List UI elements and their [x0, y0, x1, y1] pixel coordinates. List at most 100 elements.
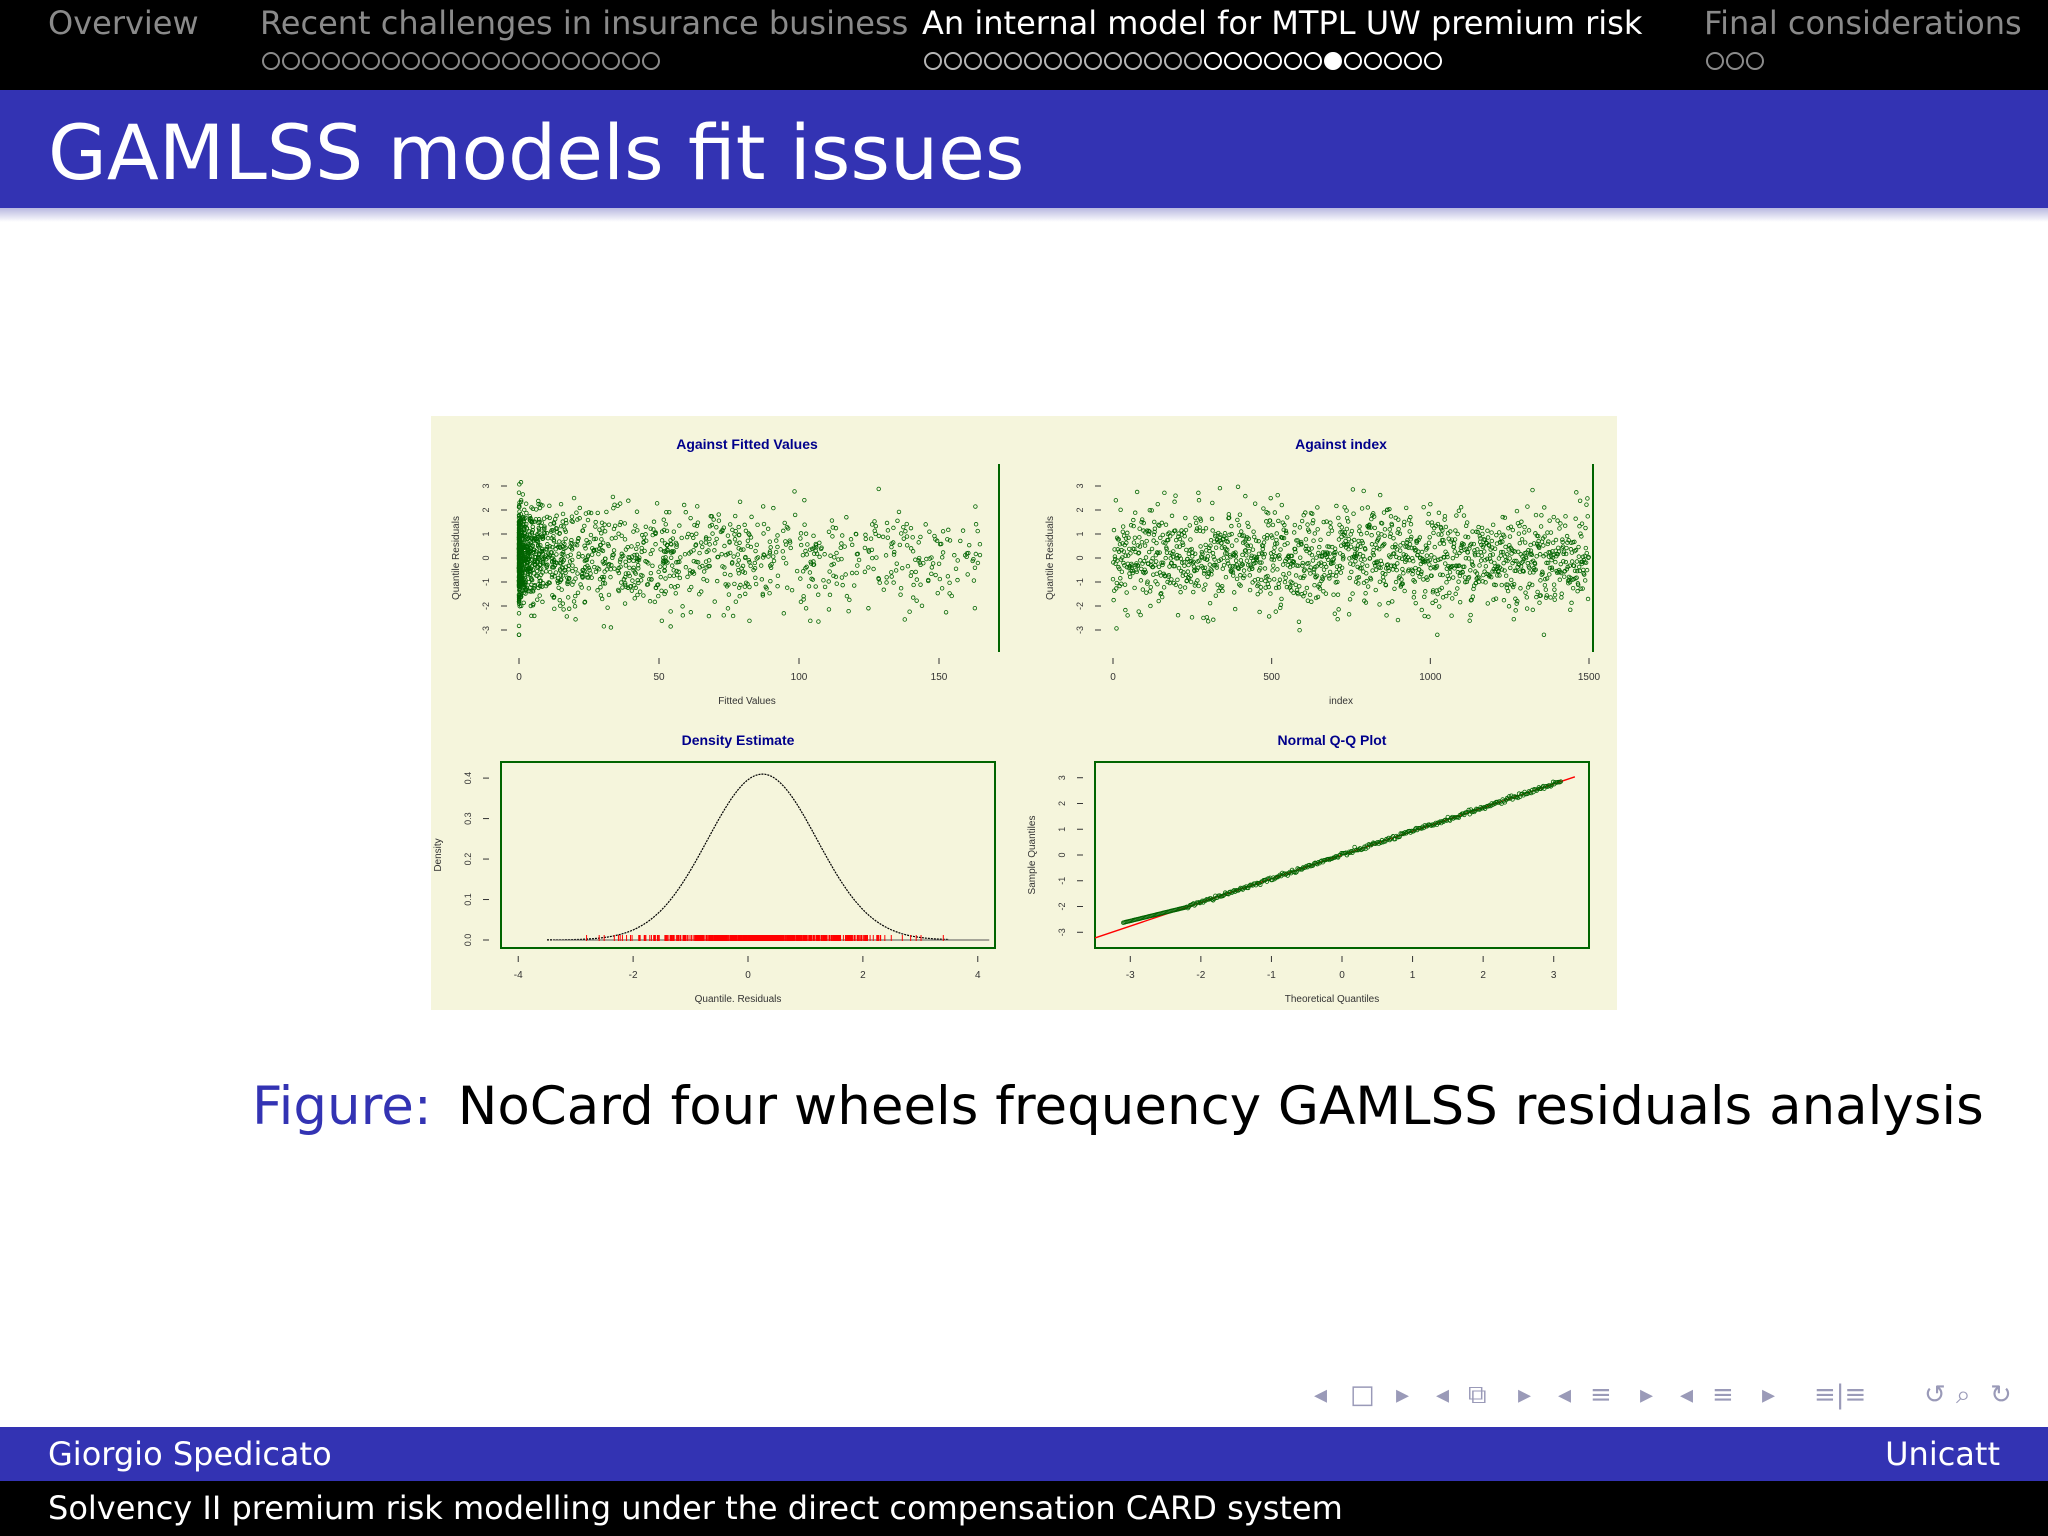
data-point: [548, 522, 553, 527]
data-point: [1533, 567, 1538, 572]
nav-prev-frame-icon[interactable]: ◂: [1436, 1380, 1450, 1410]
nav-slide-dot[interactable]: [342, 52, 360, 70]
data-point: [611, 526, 617, 532]
nav-slide-dot[interactable]: [322, 52, 340, 70]
data-point: [863, 536, 868, 542]
nav-slide-dot[interactable]: [282, 52, 300, 70]
data-point: [1371, 547, 1376, 553]
document-icon[interactable]: ≡|≡: [1814, 1380, 1867, 1410]
nav-section-label[interactable]: Final considerations: [1704, 4, 2022, 42]
data-point: [1262, 551, 1267, 557]
nav-slide-dot[interactable]: [1264, 52, 1282, 70]
nav-slide-dot[interactable]: [442, 52, 460, 70]
nav-slide-dot[interactable]: [1124, 52, 1142, 70]
nav-slide-dot[interactable]: [1284, 52, 1302, 70]
data-point: [1382, 533, 1387, 538]
nav-next-subsection-icon[interactable]: ▸: [1640, 1380, 1654, 1410]
nav-slide-dot[interactable]: [262, 52, 280, 70]
nav-slide-dot[interactable]: [1084, 52, 1102, 70]
data-point: [818, 546, 824, 552]
nav-slide-dot[interactable]: [562, 52, 580, 70]
data-point: [631, 568, 636, 573]
nav-slide-dot[interactable]: [402, 52, 420, 70]
nav-slide-dot[interactable]: [924, 52, 942, 70]
nav-slide-dot[interactable]: [1064, 52, 1082, 70]
data-point: [573, 576, 578, 581]
nav-slide-dot[interactable]: [542, 52, 560, 70]
nav-slide-dot[interactable]: [1044, 52, 1062, 70]
data-point: [1118, 576, 1123, 581]
data-point: [1203, 526, 1209, 531]
nav-next-section-icon[interactable]: ▸: [1762, 1380, 1776, 1410]
data-point: [565, 595, 571, 600]
data-point: [1503, 573, 1509, 578]
nav-slide-dot[interactable]: [642, 52, 660, 70]
data-point: [1475, 575, 1480, 580]
data-point: [1345, 519, 1351, 524]
nav-slide-dot[interactable]: [1004, 52, 1022, 70]
nav-slide-dot[interactable]: [1344, 52, 1362, 70]
nav-next-frame-icon[interactable]: ▸: [1518, 1380, 1532, 1410]
nav-slide-dot[interactable]: [582, 52, 600, 70]
data-point: [1139, 539, 1145, 545]
data-point: [1485, 601, 1490, 606]
data-point: [877, 580, 882, 585]
data-point: [1522, 524, 1527, 530]
nav-slide-dot[interactable]: [482, 52, 500, 70]
nav-slide-dot[interactable]: [502, 52, 520, 70]
nav-slide-dot[interactable]: [1244, 52, 1262, 70]
nav-slide-dot[interactable]: [1424, 52, 1442, 70]
nav-slide-dot[interactable]: [1706, 52, 1724, 70]
data-point: [1550, 540, 1556, 545]
data-point: [524, 560, 530, 566]
nav-slide-dot[interactable]: [1384, 52, 1402, 70]
data-point: [651, 527, 656, 532]
nav-slide-dot[interactable]: [602, 52, 620, 70]
nav-slide-dot[interactable]: [1144, 52, 1162, 70]
nav-slide-dot[interactable]: [302, 52, 320, 70]
nav-slide-dot[interactable]: [462, 52, 480, 70]
search-icon[interactable]: ⌕: [1956, 1380, 1971, 1410]
nav-prev-slide-icon[interactable]: ◂: [1314, 1380, 1328, 1410]
nav-slide-dot[interactable]: [1364, 52, 1382, 70]
nav-slide-dot[interactable]: [1164, 52, 1182, 70]
nav-slide-dot[interactable]: [1184, 52, 1202, 70]
data-point: [1556, 549, 1562, 554]
nav-slide-dot[interactable]: [1224, 52, 1242, 70]
data-point: [1221, 536, 1226, 541]
nav-slide-dot[interactable]: [382, 52, 400, 70]
nav-next-slide-icon[interactable]: ▸: [1396, 1380, 1410, 1410]
data-point: [1117, 541, 1123, 547]
nav-slide-dot[interactable]: [944, 52, 962, 70]
nav-prev-subsection-icon[interactable]: ◂: [1558, 1380, 1572, 1410]
nav-slide-dot[interactable]: [522, 52, 540, 70]
data-point: [1489, 530, 1494, 535]
slide-icon[interactable]: □: [1350, 1380, 1375, 1410]
nav-slide-dot[interactable]: [1746, 52, 1764, 70]
nav-slide-dot[interactable]: [622, 52, 640, 70]
nav-slide-dot[interactable]: [422, 52, 440, 70]
nav-slide-dot[interactable]: [1304, 52, 1322, 70]
data-point: [816, 619, 821, 624]
nav-slide-dot[interactable]: [1404, 52, 1422, 70]
subsection-icon[interactable]: ≡: [1590, 1380, 1612, 1410]
back-icon[interactable]: ↺: [1924, 1380, 1946, 1410]
frame-icon[interactable]: ⧉: [1468, 1380, 1487, 1410]
section-icon[interactable]: ≡: [1712, 1380, 1734, 1410]
nav-slide-dot[interactable]: [1104, 52, 1122, 70]
forward-icon[interactable]: ↻: [1990, 1380, 2012, 1410]
nav-slide-dot[interactable]: [1024, 52, 1042, 70]
nav-section-label[interactable]: Recent challenges in insurance business: [260, 4, 909, 42]
nav-section-label[interactable]: Overview: [48, 4, 199, 42]
nav-slide-dot[interactable]: [1726, 52, 1744, 70]
nav-slide-dot[interactable]: [964, 52, 982, 70]
data-point: [1317, 582, 1322, 587]
footer-institute: Unicatt: [1885, 1435, 2000, 1473]
nav-prev-section-icon[interactable]: ◂: [1680, 1380, 1694, 1410]
nav-section-label[interactable]: An internal model for MTPL UW premium ri…: [922, 4, 1643, 42]
data-point: [1408, 515, 1413, 520]
nav-slide-dot[interactable]: [362, 52, 380, 70]
nav-slide-dot[interactable]: [1204, 52, 1222, 70]
nav-slide-dot[interactable]: [1324, 52, 1342, 70]
nav-slide-dot[interactable]: [984, 52, 1002, 70]
